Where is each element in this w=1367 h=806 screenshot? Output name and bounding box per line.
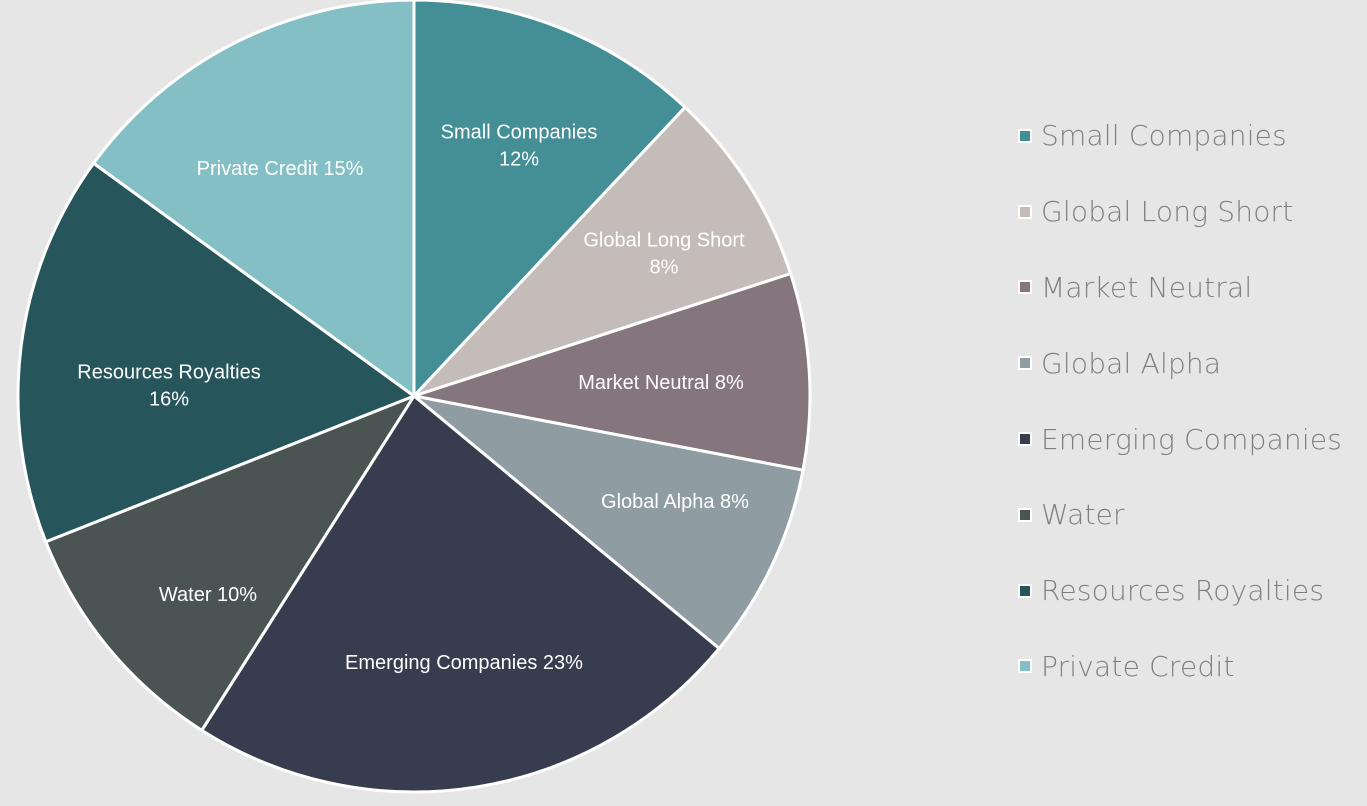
legend-swatch: [1018, 356, 1032, 371]
pie-slice-global-long-short: [412, 105, 793, 398]
slice-label-resources-royalties: Resources Royalties 16%: [77, 362, 260, 411]
legend-swatch: [1018, 128, 1032, 143]
legend-item-global-alpha: Global Alpha: [1018, 325, 1342, 401]
legend-label: Resources Royalties: [1041, 574, 1325, 608]
pie-slice-resources-royalties: [16, 161, 416, 544]
legend-item-water: Water: [1018, 477, 1342, 553]
pie-slice-small-companies: [412, 0, 687, 398]
legend-label: Market Neutral: [1041, 270, 1253, 304]
legend-swatch: [1018, 432, 1032, 447]
slice-label-small-companies: Small Companies 12%: [441, 122, 598, 171]
legend-swatch: [1018, 659, 1032, 674]
legend-swatch: [1018, 507, 1032, 522]
legend-swatch: [1018, 204, 1032, 219]
legend-label: Private Credit: [1041, 649, 1235, 683]
legend-label: Water: [1041, 498, 1125, 532]
slice-label-private-credit: Private Credit 15%: [197, 158, 364, 180]
slice-label-water: Water 10%: [159, 584, 257, 606]
pie-slice-private-credit: [92, 0, 416, 398]
slice-label-global-alpha: Global Alpha 8%: [601, 491, 749, 513]
pie-slice-water: [44, 394, 416, 732]
legend: Small Companies Global Long Short Market N…: [1018, 98, 1342, 704]
legend-item-small-companies: Small Companies: [1018, 98, 1342, 174]
legend-label: Emerging Companies: [1041, 422, 1343, 456]
legend-item-market-neutral: Market Neutral: [1018, 250, 1342, 326]
legend-item-global-long-short: Global Long Short: [1018, 174, 1342, 250]
legend-item-resources-royalties: Resources Royalties: [1018, 553, 1342, 629]
legend-swatch: [1018, 583, 1032, 598]
legend-item-private-credit: Private Credit: [1018, 629, 1342, 705]
pie-slice-market-neutral: [412, 272, 812, 472]
legend-item-emerging-companies: Emerging Companies: [1018, 401, 1342, 477]
legend-label: Small Companies: [1041, 119, 1287, 153]
slice-label-market-neutral: Market Neutral 8%: [578, 372, 744, 394]
legend-label: Global Long Short: [1041, 195, 1294, 229]
pie-slice-global-alpha: [412, 394, 805, 650]
legend-label: Global Alpha: [1041, 346, 1222, 380]
legend-swatch: [1018, 280, 1032, 295]
slice-label-global-long-short: Global Long Short 8%: [583, 230, 745, 279]
pie-slice-emerging-companies: [200, 394, 721, 794]
slice-label-emerging-companies: Emerging Companies 23%: [345, 652, 583, 674]
